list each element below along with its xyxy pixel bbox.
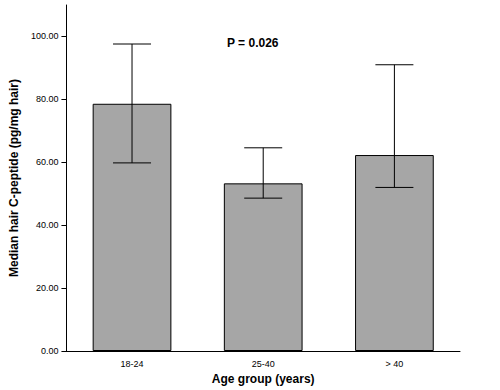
svg-text:60.00: 60.00 bbox=[36, 157, 59, 167]
svg-text:100.00: 100.00 bbox=[31, 31, 59, 41]
svg-text:20.00: 20.00 bbox=[36, 283, 59, 293]
svg-text:18-24: 18-24 bbox=[121, 359, 144, 369]
svg-text:Median hair C-peptide (pg/mg h: Median hair C-peptide (pg/mg hair) bbox=[7, 79, 21, 277]
svg-text:25-40: 25-40 bbox=[252, 359, 275, 369]
svg-text:80.00: 80.00 bbox=[36, 94, 59, 104]
svg-text:0.00: 0.00 bbox=[41, 346, 59, 356]
svg-text:> 40: > 40 bbox=[386, 359, 404, 369]
svg-text:Age group (years): Age group (years) bbox=[212, 372, 315, 386]
svg-text:P = 0.026: P = 0.026 bbox=[227, 36, 279, 50]
svg-text:40.00: 40.00 bbox=[36, 220, 59, 230]
